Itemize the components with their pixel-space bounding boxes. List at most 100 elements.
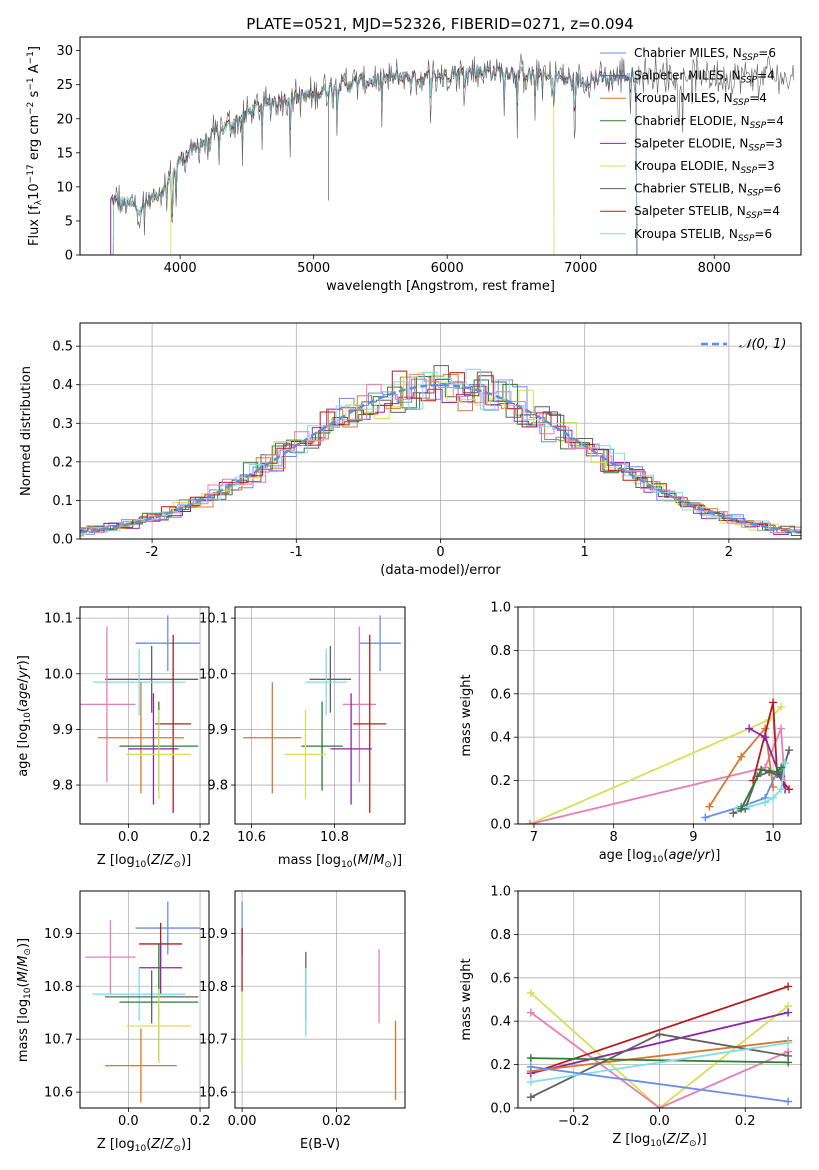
y-tick-label: 0.1 (52, 494, 73, 509)
spectrum-series-line (112, 64, 638, 255)
weight-series-line (530, 1011, 789, 1108)
x-tick-label: 0.00 (228, 1114, 257, 1129)
x-tick-label: 0.0 (118, 1114, 139, 1129)
weight-series-line (530, 992, 789, 1108)
y-tick-label: 9.9 (207, 723, 228, 738)
axes-frame (79, 36, 802, 256)
weight-point-marker (655, 1030, 664, 1039)
y-tick-label: 9.8 (52, 779, 73, 794)
weight-series-line (708, 726, 774, 808)
x-tick-label: 0.2 (735, 1114, 756, 1129)
weight-point-marker (729, 809, 738, 818)
y-tick-label: 10.7 (199, 1033, 228, 1048)
legend-label: Chabrier MILES, NSSP=6 (634, 46, 776, 63)
weight-point-marker (745, 802, 754, 811)
y-tick-label: 10.0 (199, 667, 228, 682)
x-axis-label: (data-model)/error (380, 563, 501, 578)
age-vs-mass-panel: 10.6 10.8 9.8 9.9 10.0 10.1 mass [log10(M/M⊙)] (199, 606, 406, 870)
weight-point-marker (777, 763, 786, 772)
y-tick-label: 10.8 (199, 980, 228, 995)
y-axis-label: mass [log10(M/M⊙)] (16, 938, 33, 1062)
y-tick-label: 15 (56, 146, 73, 161)
y-tick-label: 0.6 (490, 971, 511, 986)
weight-point-marker (761, 733, 770, 742)
axes-frame (517, 606, 802, 825)
y-tick-label: 10.9 (199, 927, 228, 942)
x-tick-label: 10 (765, 830, 782, 845)
residual-panel: -2 -1 0 1 2 0.0 0.1 0.2 0.3 0.4 0.5 (data-model)/er… (19, 322, 802, 578)
age-vs-z-panel: 0.0 0.2 9.8 9.9 10.0 10.1 Z [log10(Z/Z⊙)] age [… (16, 606, 210, 870)
weight-series-line (732, 749, 790, 814)
histogram-series-line (80, 373, 801, 534)
y-tick-label: 0.4 (52, 378, 73, 393)
weight-vs-age-panel: 7 8 9 10 0.0 0.2 0.4 0.6 0.8 1.0 mass weight age [l… (459, 601, 802, 865)
y-tick-label: 10.7 (44, 1033, 73, 1048)
figure-title: PLATE=0521, MJD=52326, FIBERID=0271, z=0… (246, 15, 633, 33)
x-tick-label: −0.2 (558, 1114, 590, 1129)
weight-point-marker (769, 793, 778, 802)
weight-series-line (529, 728, 786, 824)
spectrum-panel: 4000 5000 6000 7000 8000 0 5 10 15 20 25 30 waveleng… (26, 36, 802, 294)
y-tick-label: 10 (56, 180, 73, 195)
axes-frame (79, 890, 210, 1109)
y-tick-label: 25 (56, 78, 73, 93)
axes-frame (234, 890, 406, 1109)
x-tick-label: 8000 (698, 261, 731, 276)
weight-series-line (740, 766, 782, 810)
legend-label: Kroupa ELODIE, NSSP=3 (634, 159, 775, 176)
spectrum-series-line (112, 64, 638, 255)
weight-point-marker (777, 785, 786, 794)
y-tick-label: 0.4 (490, 1015, 511, 1030)
weight-point-marker (526, 1093, 535, 1102)
y-tick-label: 10.6 (44, 1086, 73, 1101)
spectrum-series-line (112, 64, 638, 255)
weight-series-line (530, 1065, 789, 1103)
legend-label: Salpeter MILES, NSSP=4 (634, 69, 775, 86)
weight-point-marker (784, 982, 793, 991)
y-tick-label: 20 (56, 112, 73, 127)
y-tick-label: 0.8 (490, 644, 511, 659)
x-tick-label: 4000 (164, 261, 197, 276)
legend-label: Chabrier ELODIE, NSSP=4 (634, 114, 784, 131)
y-tick-label: 0.3 (52, 417, 73, 432)
spectrum-series-line (110, 64, 638, 255)
y-axis-label: age [log10(age/yr)] (16, 655, 33, 777)
axes-frame (234, 606, 406, 825)
y-tick-label: 0.0 (490, 818, 511, 833)
legend-label: Salpeter ELODIE, NSSP=3 (634, 136, 783, 153)
y-tick-label: 0.6 (490, 687, 511, 702)
y-tick-label: 0.2 (490, 1058, 511, 1073)
x-tick-label: 10.8 (320, 830, 349, 845)
spectrum-series-line (112, 63, 638, 255)
weight-point-marker (769, 698, 778, 707)
normal-curve-line (80, 383, 799, 534)
x-axis-label: age [log10(age/yr)] (599, 848, 721, 865)
y-tick-label: 9.8 (207, 779, 228, 794)
x-tick-label: -1 (290, 545, 303, 560)
y-tick-label: 0.4 (490, 731, 511, 746)
weight-point-marker (701, 813, 710, 822)
x-tick-label: 10.6 (237, 830, 266, 845)
weight-point-marker (784, 1058, 793, 1067)
x-tick-label: 5000 (297, 261, 330, 276)
weight-point-marker (705, 802, 714, 811)
x-axis-label: Z [log10(Z/Z⊙)] (97, 853, 191, 870)
weight-point-marker (784, 1008, 793, 1017)
x-tick-label: 0.2 (190, 1114, 211, 1129)
weight-series-line (530, 1057, 789, 1064)
spectrum-series-line (112, 63, 638, 255)
x-tick-label: 9 (689, 830, 697, 845)
x-tick-label: 0 (436, 545, 444, 560)
mass-vs-ebv-panel: 0.00 0.02 10.6 10.7 10.8 10.9 E(B-V) (199, 890, 406, 1152)
y-axis-label: Normed distribution (19, 366, 34, 496)
weight-point-marker (781, 759, 790, 768)
weight-point-marker (737, 804, 746, 813)
y-tick-label: 5 (65, 214, 73, 229)
spectrum-series-line (110, 53, 795, 236)
y-axis-label: mass weight (459, 958, 474, 1040)
spectrum-series-line (110, 64, 638, 255)
axes-frame (79, 322, 802, 540)
legend-label: Kroupa MILES, NSSP=4 (634, 91, 767, 108)
x-tick-label: 0.02 (322, 1114, 351, 1129)
weight-point-marker (773, 767, 782, 776)
